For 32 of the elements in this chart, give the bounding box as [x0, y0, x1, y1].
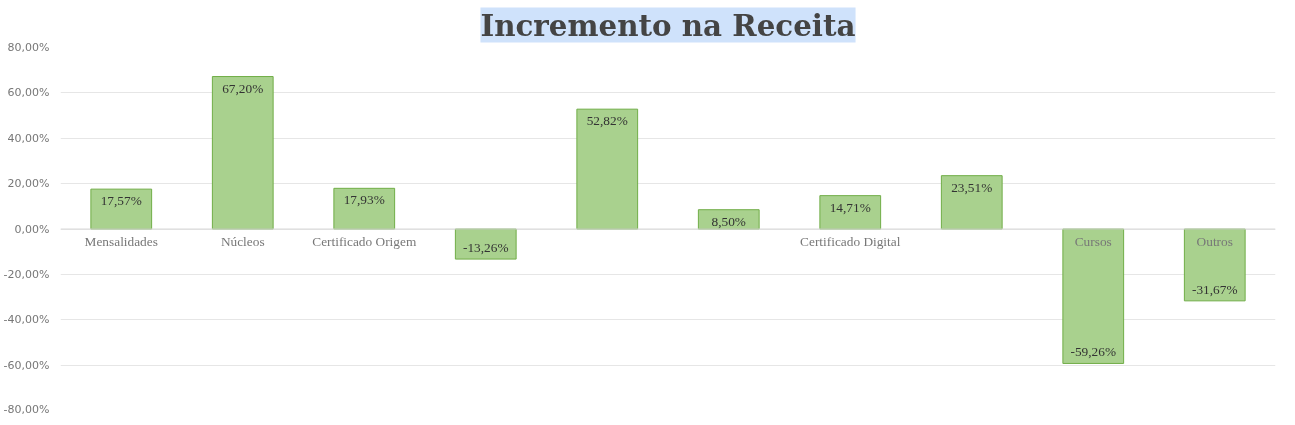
x-tick-label: Cursos: [1074, 234, 1112, 249]
bar: [1183, 228, 1246, 302]
data-label: -31,67%: [1191, 281, 1238, 297]
y-tick-label: 40,00%: [7, 131, 50, 145]
bar: [1062, 228, 1125, 364]
data-label: 14,71%: [829, 199, 871, 215]
data-label: 67,20%: [222, 80, 264, 96]
y-tick-label: 0,00%: [14, 222, 50, 236]
bar: [940, 175, 1003, 230]
x-tick-label: Certificado Origem: [312, 234, 417, 249]
data-label: 52,82%: [586, 113, 628, 129]
y-tick-label: 20,00%: [7, 177, 50, 191]
data-label: -59,26%: [1070, 344, 1117, 360]
data-label: 23,51%: [951, 179, 993, 195]
data-label: 17,57%: [100, 193, 142, 209]
data-label: 17,93%: [343, 192, 385, 208]
x-tick-label: Mensalidades: [84, 234, 158, 249]
x-tick-label: Certificado Digital: [800, 234, 901, 249]
bar: [576, 108, 639, 230]
data-label: 8,50%: [711, 213, 746, 229]
y-tick-label: -60,00%: [3, 358, 50, 372]
y-tick-label: -40,00%: [3, 313, 50, 327]
bar: [90, 188, 153, 230]
data-label: -13,26%: [462, 240, 509, 256]
x-tick-label: Núcleos: [220, 234, 265, 249]
chart-title: Incremento na Receita: [480, 7, 856, 43]
x-tick-label: Outros: [1196, 234, 1233, 249]
bar: [211, 76, 274, 230]
y-tick-label: 60,00%: [7, 86, 50, 100]
y-tick-label: -20,00%: [3, 267, 50, 281]
y-tick-label: -80,00%: [3, 402, 50, 416]
y-tick-label: 80,00%: [7, 41, 50, 54]
